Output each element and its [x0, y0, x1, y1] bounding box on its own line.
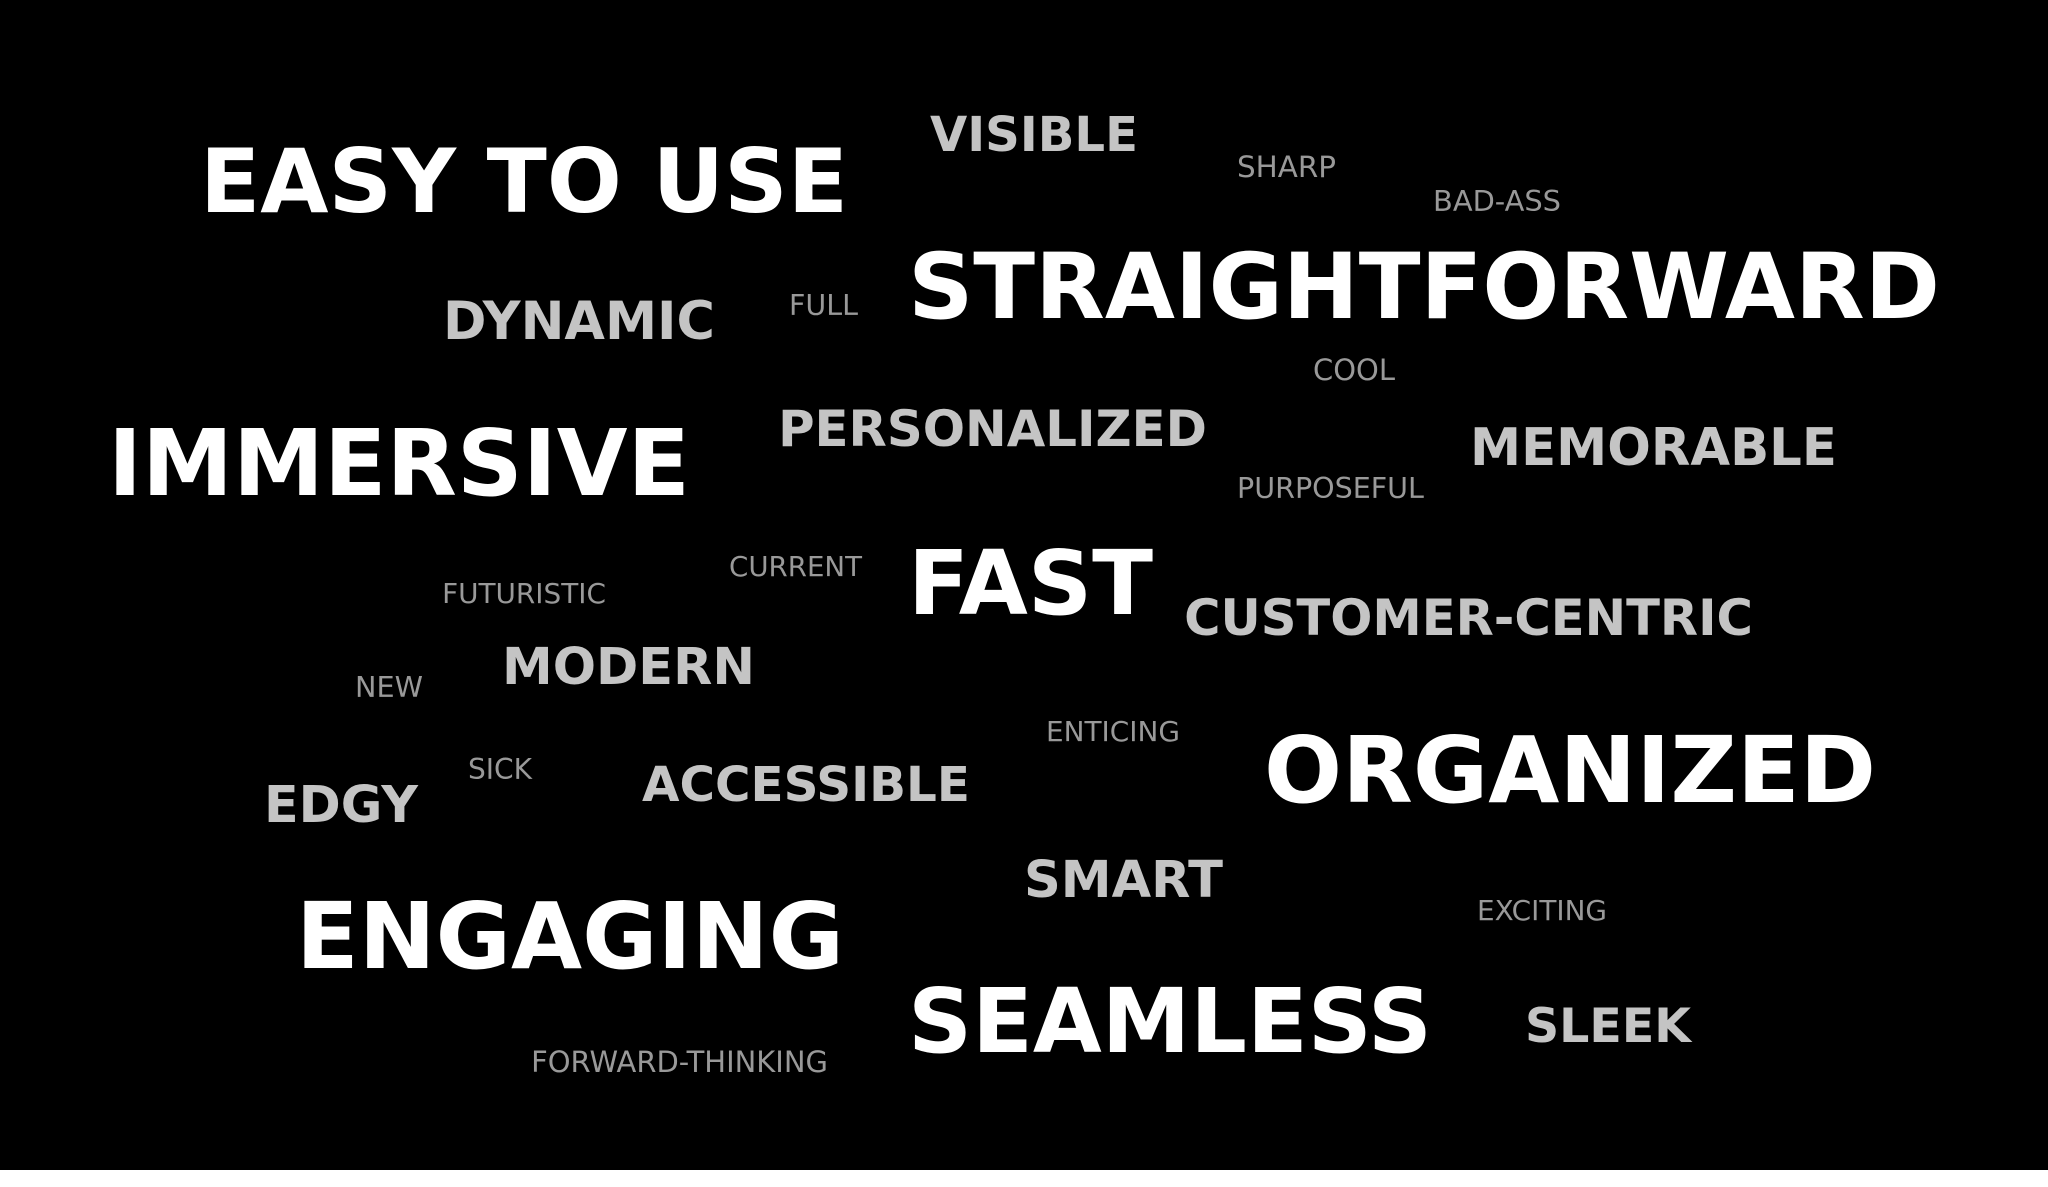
word-current: CURRENT — [729, 549, 862, 583]
word-immersive: IMMERSIVE — [108, 409, 690, 517]
word-straightforward: STRAIGHTFORWARD — [908, 235, 1940, 341]
word-purposeful: PURPOSEFUL — [1237, 472, 1424, 506]
word-engaging: ENGAGING — [296, 883, 844, 991]
word-organized: ORGANIZED — [1264, 717, 1876, 825]
bottom-border — [0, 1170, 2048, 1187]
word-new: NEW — [355, 670, 423, 705]
word-accessible: ACCESSIBLE — [642, 757, 970, 814]
word-personalized: PERSONALIZED — [778, 399, 1207, 458]
word-full: FULL — [789, 289, 858, 323]
word-visible: VISIBLE — [930, 106, 1138, 163]
word-forward-thinking: FORWARD-THINKING — [531, 1045, 828, 1079]
word-smart: SMART — [1024, 850, 1223, 910]
word-sleek: SLEEK — [1525, 999, 1691, 1055]
word-fast: FAST — [908, 531, 1153, 636]
word-sick: SICK — [468, 753, 532, 787]
word-dynamic: DYNAMIC — [443, 290, 715, 352]
word-bad-ass: BAD-ASS — [1433, 183, 1561, 218]
word-memorable: MEMORABLE — [1470, 417, 1837, 478]
word-exciting: EXCITING — [1477, 894, 1607, 928]
word-customer-centric: CUSTOMER-CENTRIC — [1184, 589, 1753, 648]
word-edgy: EDGY — [264, 774, 418, 834]
word-sharp: SHARP — [1237, 150, 1336, 185]
word-seamless: SEAMLESS — [908, 968, 1432, 1073]
word-cool: COOL — [1313, 352, 1395, 387]
word-enticing: ENTICING — [1046, 714, 1180, 748]
word-easy-to-use: EASY TO USE — [200, 130, 848, 234]
word-modern: MODERN — [502, 638, 755, 698]
word-futuristic: FUTURISTIC — [442, 576, 606, 610]
